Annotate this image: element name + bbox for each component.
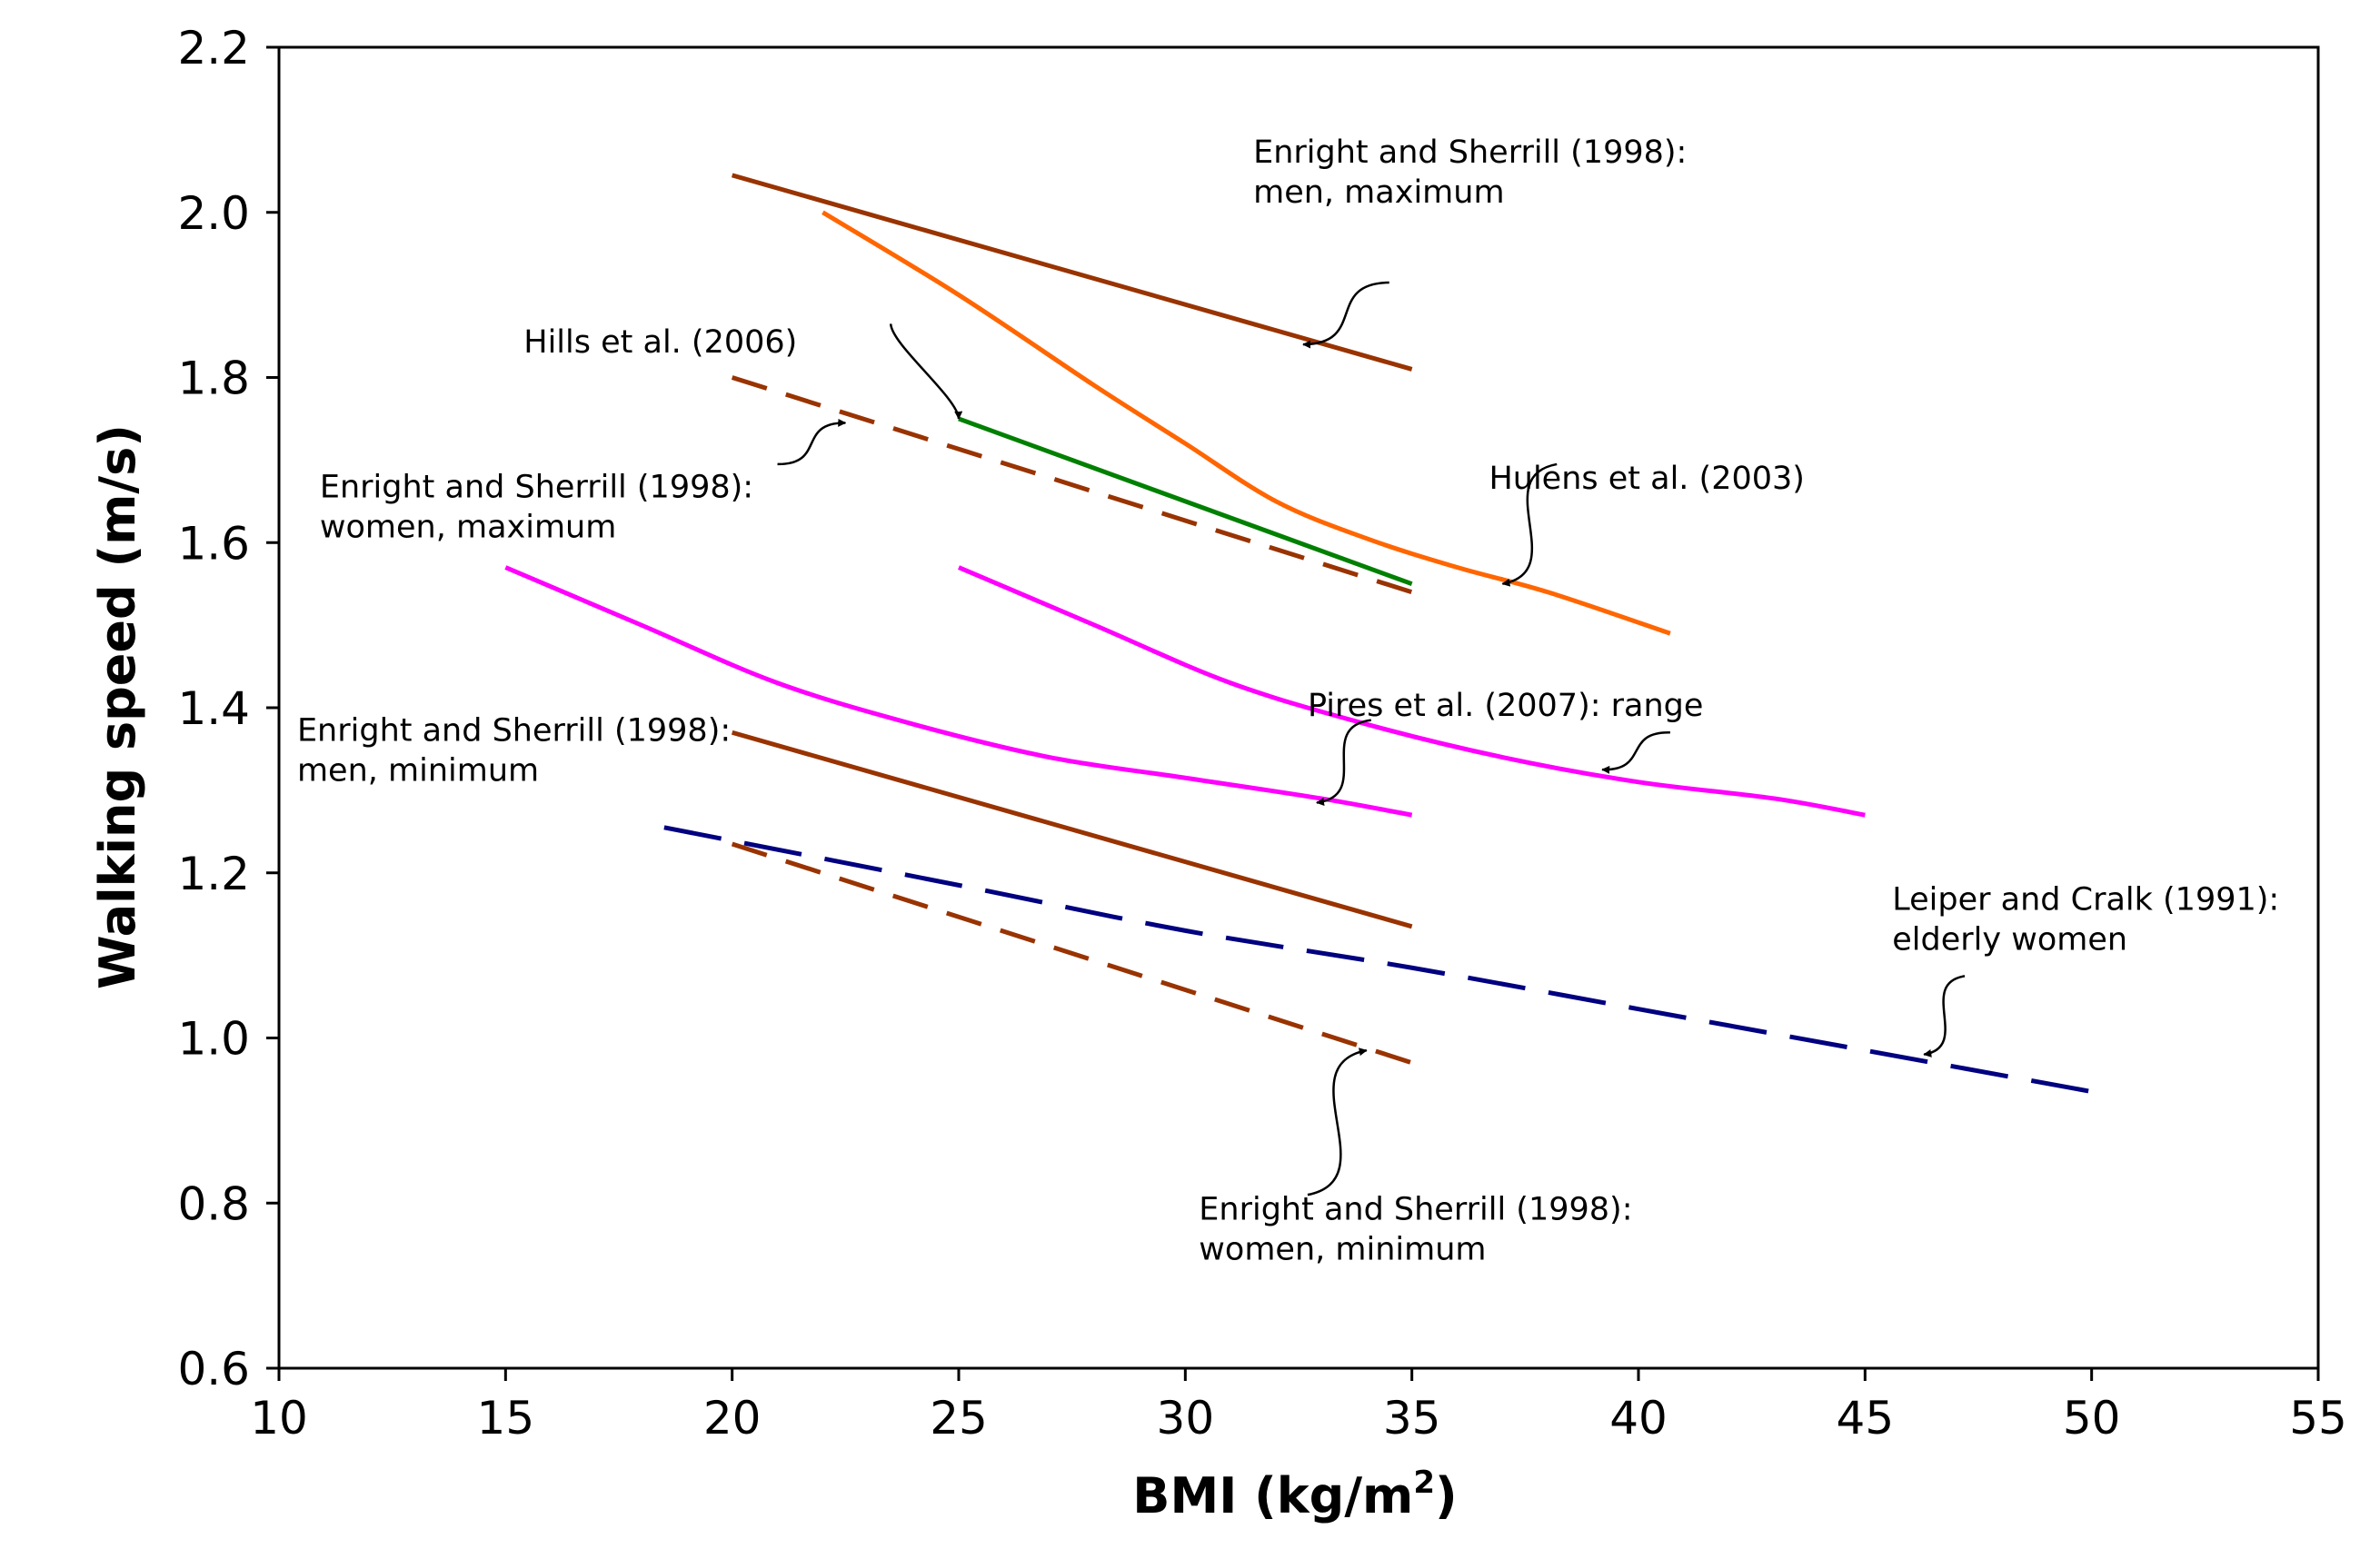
- annotation-ann-hulens: Hulens et al. (2003): [1489, 461, 1805, 497]
- annotation-arrow-ann-es-women-max: [777, 418, 847, 466]
- plot-area-border: [277, 45, 2320, 1370]
- annotation-layer: Enright and Sherrill (1998): men, maximum…: [297, 134, 2279, 1267]
- y-tick-label: 0.6: [177, 1343, 250, 1395]
- series-line-es-men-min: [731, 730, 1413, 929]
- annotation-arrow-ann-pires-2: [1601, 731, 1670, 774]
- annotation-line: Enright and Sherrill (1998):: [1253, 134, 1687, 171]
- y-tick-label: 0.8: [177, 1177, 250, 1230]
- annotation-ann-es-women-max: Enright and Sherrill (1998): women, maxim…: [320, 469, 753, 545]
- annotation-arrow-ann-hulens: [1501, 462, 1558, 587]
- annotation-line: men, minimum: [297, 752, 539, 789]
- tick-layer: 10 15 20 25 30 35 40 45 50 55 0.6 0.8 1.0 1.2 1.4 1.6 1.…: [177, 22, 2346, 1445]
- annotation-line: Leiper and Cralk (1991):: [1892, 882, 2279, 918]
- annotation-arrow-ann-hills: [889, 323, 963, 420]
- annotation-ann-hills: Hills et al. (2006): [523, 324, 797, 361]
- annotation-line: Pires et al. (2007): range: [1308, 688, 1703, 724]
- annotation-arrow-ann-leiper: [1923, 975, 1966, 1057]
- annotation-line: Hulens et al. (2003): [1489, 461, 1805, 497]
- annotation-line: elderly women: [1892, 922, 2127, 958]
- series-line-pires-low: [504, 565, 1413, 818]
- y-tick-label: 1.6: [177, 517, 250, 570]
- x-axis-title: BMI (kg/m2): [1132, 1465, 1457, 1524]
- annotation-line: women, minimum: [1199, 1231, 1486, 1267]
- annotation-ann-leiper: Leiper and Cralk (1991): elderly women: [1892, 882, 2279, 958]
- x-tick-label: 55: [2289, 1392, 2347, 1445]
- annotation-arrow-ann-es-women-min: [1307, 1048, 1368, 1197]
- x-tick-label: 20: [703, 1392, 762, 1445]
- series-line-pires-high: [958, 565, 1866, 818]
- x-tick-label: 25: [930, 1392, 988, 1445]
- series-line-hulens: [822, 210, 1671, 636]
- y-tick-label: 1.8: [177, 352, 250, 405]
- x-tick-label: 50: [2063, 1392, 2121, 1445]
- y-tick-label: 2.0: [177, 187, 250, 240]
- x-tick-label: 45: [1837, 1392, 1895, 1445]
- series-line-leiper: [663, 825, 2093, 1095]
- annotation-line: women, maximum: [320, 509, 616, 545]
- y-tick-label: 2.2: [177, 22, 250, 74]
- x-tick-label: 35: [1383, 1392, 1441, 1445]
- annotation-line: men, maximum: [1253, 174, 1504, 211]
- y-axis-title: Walking speed (m/s): [89, 424, 146, 989]
- annotation-arrow-ann-pires: [1316, 719, 1371, 806]
- annotation-ann-es-men-min: Enright and Sherrill (1998): men, minimum: [297, 712, 731, 789]
- annotation-arrow-ann-es-men-max: [1302, 281, 1389, 349]
- annotation-line: Hills et al. (2006): [523, 324, 797, 361]
- series-line-hills: [958, 416, 1413, 587]
- annotation-ann-es-women-min: Enright and Sherrill (1998): women, minim…: [1199, 1191, 1632, 1267]
- annotation-ann-es-men-max: Enright and Sherrill (1998): men, maximum: [1253, 134, 1687, 211]
- series-line-es-women-max: [731, 375, 1413, 595]
- annotation-line: Enright and Sherrill (1998):: [320, 469, 753, 505]
- series-layer: [504, 173, 2093, 1095]
- y-tick-label: 1.4: [177, 682, 250, 735]
- y-tick-label: 1.0: [177, 1013, 250, 1066]
- x-tick-label: 40: [1609, 1392, 1668, 1445]
- annotation-line: Enright and Sherrill (1998):: [1199, 1191, 1632, 1227]
- x-tick-label: 15: [477, 1392, 535, 1445]
- annotation-line: Enright and Sherrill (1998):: [297, 712, 731, 749]
- x-tick-label: 10: [250, 1392, 308, 1445]
- x-tick-label: 30: [1157, 1392, 1215, 1445]
- plot-frame: [277, 45, 2320, 1370]
- series-line-es-women-min: [731, 841, 1413, 1066]
- series-line-es-men-max: [731, 173, 1413, 372]
- y-tick-label: 1.2: [177, 848, 250, 900]
- annotation-ann-pires: Pires et al. (2007): range: [1308, 688, 1703, 724]
